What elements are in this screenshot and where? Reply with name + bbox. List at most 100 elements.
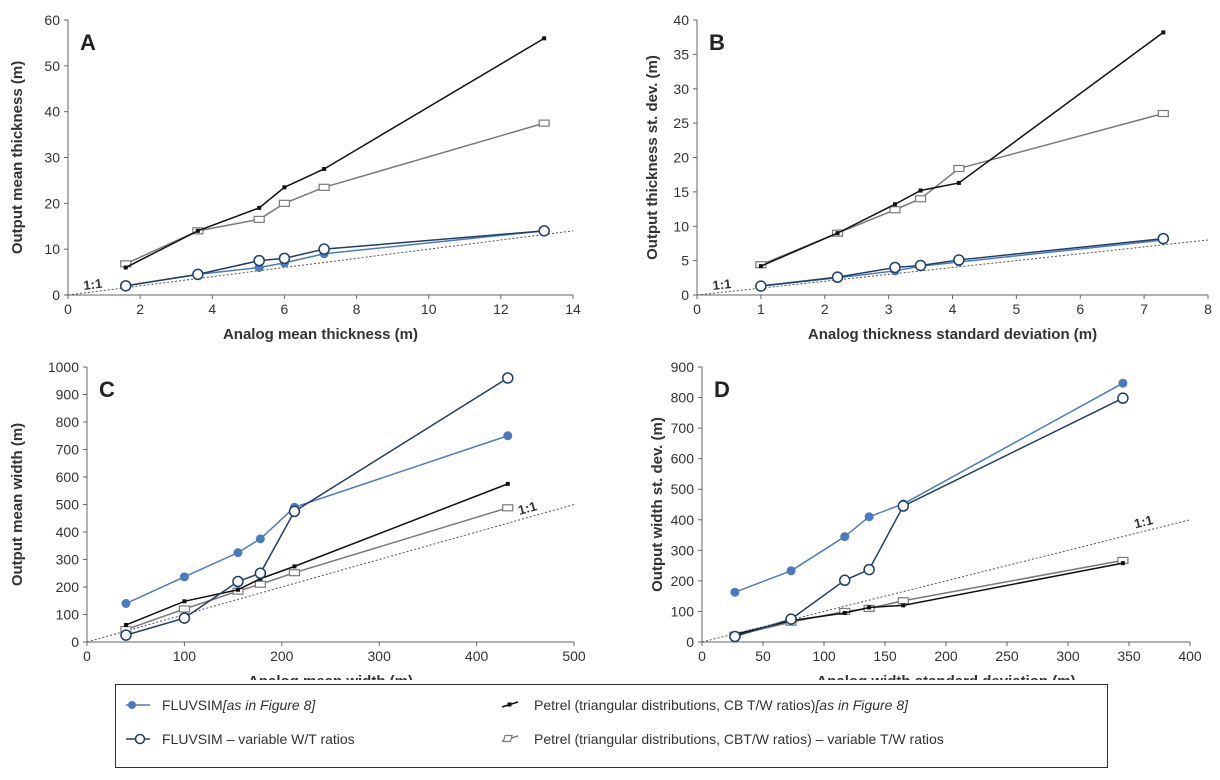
x-tick-label: 50 <box>755 648 771 664</box>
data-point-petrel_fig8 <box>235 587 240 592</box>
x-tick-label: 2 <box>821 301 829 317</box>
chart-panel-d: 0 50 100 150 200 250 300 350 400 0 100 200 300 400 500… <box>649 359 1202 680</box>
legend-swatch-open-square-icon <box>501 734 519 743</box>
series-line-fluv_var <box>760 237 1164 287</box>
data-point-fluv_var <box>914 259 927 272</box>
data-point-petrel_fig8 <box>893 202 898 207</box>
x-tick-label: 7 <box>1140 301 1148 317</box>
x-tick-label: 150 <box>873 648 897 664</box>
data-point-fluv_fig8 <box>255 534 265 544</box>
data-point-fluv_var <box>785 613 797 625</box>
data-point-fluv_var <box>502 372 514 384</box>
data-point-petrel_fig8 <box>835 231 840 236</box>
y-tick-label: 60 <box>44 12 60 28</box>
data-point-petrel_var <box>953 164 965 173</box>
series-line-fluv_fig8 <box>125 230 545 287</box>
chart-panel-a: 0 2 4 6 8 10 12 14 0 10 20 30 40 50 60 Analog mean thic… <box>9 12 581 343</box>
y-tick-label: 10 <box>44 241 60 257</box>
y-tick-label: 300 <box>56 552 80 568</box>
y-tick-label: 600 <box>671 451 695 467</box>
data-point-fluv_fig8 <box>730 587 740 597</box>
x-tick-label: 8 <box>353 301 361 317</box>
data-point-petrel_fig8 <box>182 599 187 604</box>
data-point-fluv_var <box>119 280 132 292</box>
x-tick-label: 0 <box>693 301 701 317</box>
data-point-fluv_var <box>318 243 330 255</box>
y-tick-label: 40 <box>673 12 689 28</box>
x-tick-label: 8 <box>1204 301 1212 317</box>
data-point-fluv_var <box>838 574 851 587</box>
y-axis-label: Output thickness st. dev. (m) <box>644 55 661 260</box>
y-tick-label: 20 <box>673 150 689 166</box>
data-point-petrel_fig8 <box>322 166 327 171</box>
legend: FLUVSIM [as in Figure 8] FLUVSIM – varia… <box>115 684 1108 768</box>
data-point-petrel_var <box>914 195 927 203</box>
legend-item-petrel-variable: Petrel (triangular distributions, CBT/W … <box>496 731 944 747</box>
panel-label: D <box>714 377 730 402</box>
y-tick-label: 100 <box>56 607 80 623</box>
y-tick-label: 1000 <box>48 359 79 375</box>
x-tick-label: 300 <box>368 648 392 664</box>
data-point-fluv_var <box>253 254 265 267</box>
series-line-petrel_fig8 <box>125 483 509 626</box>
series-line-fluv_fig8 <box>125 435 509 605</box>
series-line-fluv_var <box>125 377 509 636</box>
series-line-fluv_fig8 <box>734 382 1124 593</box>
data-point-fluv_var <box>192 268 204 281</box>
y-tick-label: 0 <box>681 287 689 303</box>
data-point-fluv_fig8 <box>840 532 850 542</box>
legend-label-fluvsim-fig8-italic: [as in Figure 8] <box>222 697 316 713</box>
y-tick-label: 35 <box>673 46 689 62</box>
data-point-petrel_fig8 <box>1161 30 1166 35</box>
series-line-petrel_var <box>125 507 508 631</box>
x-tick-label: 6 <box>1076 301 1084 317</box>
y-tick-label: 300 <box>671 542 695 558</box>
data-point-fluv_var <box>120 629 132 641</box>
data-point-petrel_var <box>1157 109 1169 118</box>
series-line-petrel_fig8 <box>125 37 545 269</box>
data-point-fluv_var <box>729 630 741 643</box>
y-tick-label: 5 <box>681 253 689 269</box>
data-point-fluv_var <box>897 500 910 512</box>
series-line-fluv_var <box>125 230 545 287</box>
y-tick-label: 30 <box>673 81 689 97</box>
legend-label-petrel-variable: Petrel (triangular distributions, CBT/W … <box>534 731 944 747</box>
data-point-petrel_fig8 <box>123 265 128 270</box>
x-tick-label: 1 <box>757 301 765 317</box>
y-tick-label: 40 <box>44 104 60 120</box>
data-point-petrel_fig8 <box>542 36 547 41</box>
data-point-fluv_var <box>863 563 875 576</box>
data-point-fluv_fig8 <box>503 431 513 441</box>
x-axis-label: Analog width standard deviation (m) <box>816 673 1075 680</box>
data-point-fluv_var <box>538 225 550 237</box>
one-to-one-line <box>86 504 575 643</box>
y-tick-label: 200 <box>56 579 80 595</box>
y-axis-label: Output width st. dev. (m) <box>649 417 666 592</box>
data-point-petrel_fig8 <box>257 205 262 210</box>
panel-label: B <box>709 30 725 55</box>
x-tick-label: 3 <box>885 301 893 317</box>
y-axis-label: Output mean thickness (m) <box>9 61 26 254</box>
x-tick-label: 14 <box>565 301 581 317</box>
data-point-fluv_fig8 <box>864 512 874 522</box>
y-tick-label: 0 <box>71 634 79 650</box>
one-to-one-line <box>67 230 574 296</box>
x-axis-label: Analog mean width (m) <box>248 673 413 680</box>
data-point-petrel_fig8 <box>292 564 297 569</box>
data-point-petrel_var <box>278 199 291 207</box>
legend-label-fluvsim-fig8: FLUVSIM <box>162 697 223 713</box>
y-tick-label: 400 <box>56 524 80 540</box>
y-tick-label: 10 <box>673 218 689 234</box>
one-to-one-line <box>696 239 1209 296</box>
y-tick-label: 20 <box>44 195 60 211</box>
data-point-fluv_var <box>889 261 901 274</box>
x-axis-label: Analog mean thickness (m) <box>223 326 418 343</box>
y-tick-label: 800 <box>671 390 695 406</box>
data-point-fluv_fig8 <box>233 548 243 558</box>
legend-item-fluvsim-variable: FLUVSIM – variable W/T ratios <box>124 731 355 747</box>
legend-swatch-filled-blue-dot-icon <box>126 701 150 709</box>
data-point-fluv_var <box>953 254 965 266</box>
y-tick-label: 25 <box>673 115 689 131</box>
data-point-fluv_var <box>232 575 244 588</box>
x-axis-label: Analog thickness standard deviation (m) <box>808 326 1097 343</box>
